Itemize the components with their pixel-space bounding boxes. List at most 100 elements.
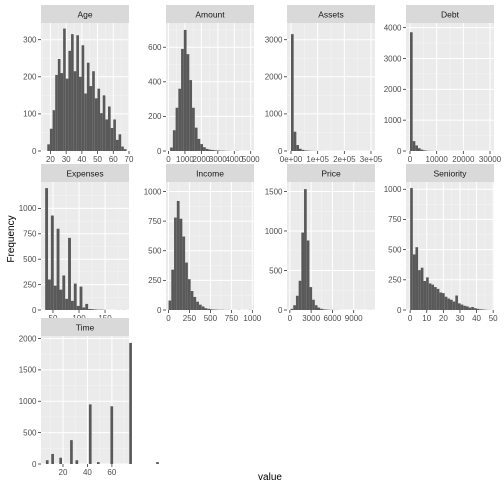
histogram-bar xyxy=(426,277,429,310)
histogram-bar xyxy=(205,148,209,151)
histogram-bar xyxy=(418,270,421,310)
histogram-bar xyxy=(418,148,421,151)
facet-strip xyxy=(406,164,494,182)
y-tick-label: 300 xyxy=(23,35,37,44)
histogram-bar xyxy=(203,147,206,151)
histogram-bar xyxy=(442,293,445,310)
histogram-bar xyxy=(84,93,87,151)
y-tick-label: 250 xyxy=(23,280,37,289)
x-tick-label: 20000 xyxy=(452,155,475,164)
histogram-bar xyxy=(65,78,69,151)
histogram-bar xyxy=(450,299,453,310)
histogram-bar xyxy=(57,58,61,152)
facet-strip-label: Time xyxy=(76,323,95,333)
histogram-bar xyxy=(47,144,50,151)
facet-price: Price 0 500 1000 1500 0 3000 6000 9000 xyxy=(265,164,375,323)
histogram-bar xyxy=(82,307,86,310)
y-tick-label: 0 xyxy=(32,306,37,315)
x-tick-label: 0 xyxy=(166,314,171,323)
histogram-bar xyxy=(68,237,71,310)
histogram-bar xyxy=(468,307,472,310)
facet-strip xyxy=(41,5,129,23)
y-tick-label: 1000 xyxy=(265,110,283,119)
histogram-bar xyxy=(301,149,305,151)
y-tick-label: 0 xyxy=(157,147,162,156)
y-tick-label: 0 xyxy=(278,147,283,156)
x-tick-label: 60 xyxy=(107,468,116,477)
x-tick-label: 0 xyxy=(408,314,413,323)
y-tick-label: 500 xyxy=(269,266,283,275)
histogram-bar xyxy=(123,149,127,151)
histogram-bar xyxy=(88,308,91,310)
x-tick-label: 40 xyxy=(83,468,92,477)
x-tick-label: 50 xyxy=(489,314,498,323)
histogram-bar xyxy=(89,86,93,151)
y-tick-label: 0 xyxy=(32,147,37,156)
histogram-bar xyxy=(110,127,114,151)
x-tick-label: 20 xyxy=(439,314,448,323)
histogram-bar xyxy=(465,306,469,310)
x-tick-label: 4000 xyxy=(225,155,243,164)
histogram-bar xyxy=(455,295,458,310)
histogram-bar xyxy=(182,236,186,310)
histogram-bar xyxy=(81,45,85,152)
histogram-bar xyxy=(168,300,172,310)
histogram-bar xyxy=(291,34,294,152)
x-tick-label: 10 xyxy=(422,314,431,323)
x-axis-title: value xyxy=(258,472,282,483)
histogram-bar xyxy=(49,128,53,151)
histogram-bar xyxy=(309,287,313,310)
y-tick-label: 600 xyxy=(148,43,162,52)
facet-time: Time 0 500 1000 1500 2000 20 40 60 xyxy=(19,318,159,477)
histogram-bar xyxy=(68,50,72,151)
x-tick-label: 30000 xyxy=(479,155,502,164)
histogram-bar xyxy=(52,110,56,151)
histogram-bar xyxy=(76,305,80,310)
histogram-bar xyxy=(192,107,195,151)
histogram-bar xyxy=(105,119,109,151)
histogram-bar xyxy=(473,308,477,310)
x-tick-label: 1000 xyxy=(243,314,261,323)
histogram-bar xyxy=(314,305,318,310)
y-tick-label: 750 xyxy=(148,217,162,226)
histogram-bar xyxy=(121,146,124,151)
facet-strip-label: Age xyxy=(77,10,92,20)
x-tick-label: 20 xyxy=(46,155,55,164)
histogram-bar xyxy=(190,291,194,310)
histogram-bar xyxy=(174,217,177,310)
y-tick-label: 500 xyxy=(23,255,37,264)
histogram-bar xyxy=(100,113,103,151)
histogram-bar xyxy=(115,139,119,151)
x-tick-label: 750 xyxy=(225,314,239,323)
histogram-bar xyxy=(304,189,307,310)
x-tick-label: 500 xyxy=(204,314,218,323)
histogram-bar xyxy=(60,73,64,151)
facet-age: Age 0 100 200 300 20 30 40 50 60 70 xyxy=(23,5,134,164)
histogram-bar xyxy=(479,309,482,310)
histogram-bar xyxy=(198,304,202,310)
histogram-bar xyxy=(420,267,424,310)
histogram-bar xyxy=(56,228,60,310)
facet-strip xyxy=(41,318,129,336)
y-tick-label: 0 xyxy=(397,306,402,315)
histogram-bar xyxy=(312,299,315,310)
histogram-bar xyxy=(476,308,480,310)
y-tick-label: 1000 xyxy=(19,397,37,406)
facet-seniority: Seniority 0 250 500 750 1000 0 10 20 30 40 50 xyxy=(384,164,498,323)
histogram-bar xyxy=(178,88,182,151)
histogram-bar xyxy=(290,308,294,310)
histogram-bar xyxy=(76,35,79,151)
facet-strip xyxy=(406,5,494,23)
x-tick-label: 0 xyxy=(288,314,293,323)
facet-strip xyxy=(166,164,254,182)
y-axis-title: Frequency xyxy=(6,215,17,262)
histogram-bar xyxy=(170,147,173,151)
histogram-bar xyxy=(295,295,299,310)
facet-income: Income 0 250 500 750 1000 0 250 500 750 1000 xyxy=(144,164,262,323)
histogram-bar xyxy=(97,88,101,151)
histogram-bar xyxy=(79,286,83,310)
histogram-bar xyxy=(171,269,175,310)
y-tick-label: 1000 xyxy=(384,185,402,194)
histogram-bar xyxy=(59,457,63,464)
